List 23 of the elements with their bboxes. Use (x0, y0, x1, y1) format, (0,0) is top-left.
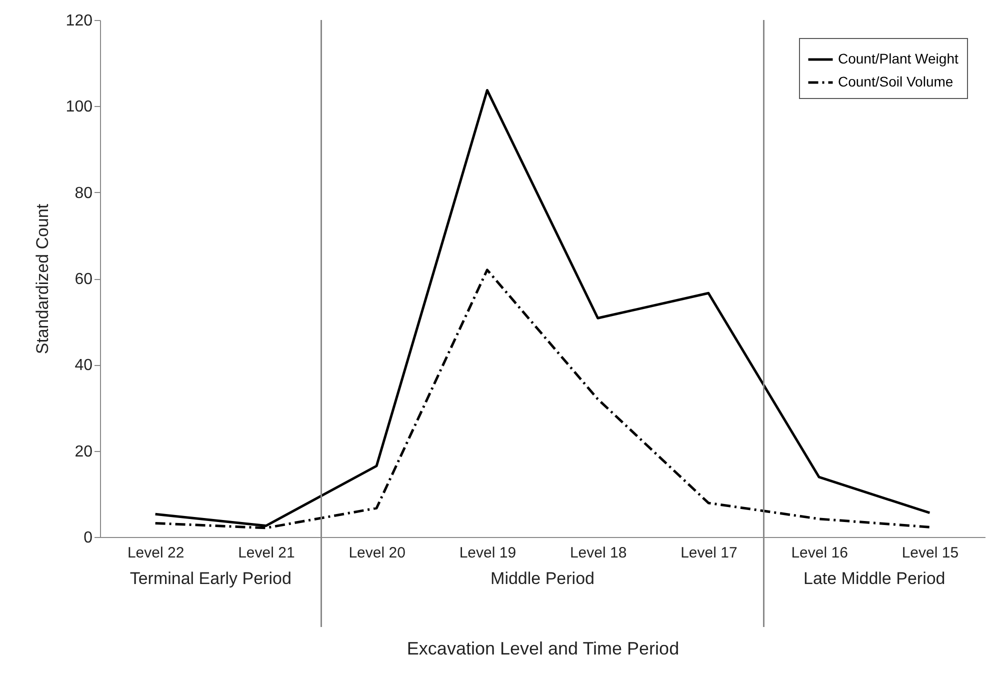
x-axis-title: Excavation Level and Time Period (406, 638, 680, 658)
x-tick-label: Level 20 (348, 544, 406, 562)
y-tick-label: 20 (74, 443, 93, 460)
x-tick-label: Level 21 (238, 544, 295, 562)
text: Late Middle Period (803, 569, 946, 588)
y-tick-label: 80 (74, 184, 93, 202)
legend-label: Count/Plant Weight (838, 50, 958, 66)
x-tick-label: Level 22 (127, 544, 184, 562)
y-tick-label: 60 (74, 271, 93, 288)
x-tick-label: Level 16 (791, 544, 848, 562)
text: Terminal Early Period (130, 569, 292, 588)
y-axis-title: Standardized Count (32, 204, 52, 354)
y-tick-label: 40 (74, 357, 93, 374)
text: Middle Period (490, 569, 594, 588)
x-tick-label: Level 15 (902, 544, 959, 562)
y-tick-label: 0 (84, 530, 93, 546)
x-tick-label: Level 17 (680, 544, 738, 562)
x-tick-label: Level 18 (570, 544, 627, 562)
y-tick-label: 120 (66, 12, 93, 30)
y-tick-label: 100 (66, 98, 93, 116)
line-series (154, 88, 931, 528)
x-tick-label: Level 19 (459, 544, 516, 562)
legend-label: Count/Soil Volume (838, 74, 954, 90)
